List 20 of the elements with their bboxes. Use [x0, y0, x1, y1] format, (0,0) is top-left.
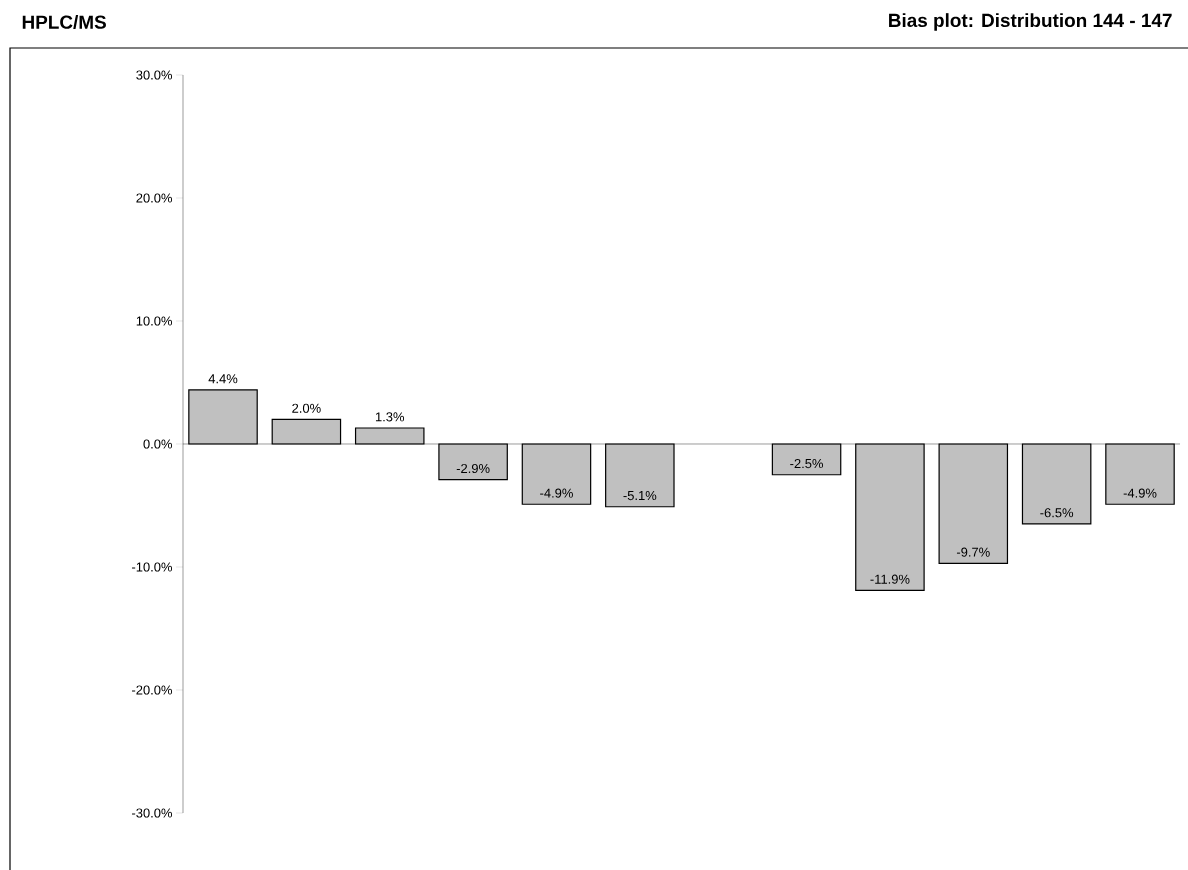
data-label: -4.9%: [1123, 488, 1157, 498]
data-label: -4.9%: [540, 488, 573, 498]
data-label: -2.9%: [456, 463, 490, 474]
y-tick-label: -10.0%: [132, 562, 173, 572]
y-tick-label: 0.0%: [143, 439, 173, 449]
y-tick-label: 20.0%: [136, 193, 173, 203]
chart-subtitle: Bias plot: Distribution 144 - 147: [889, 13, 1172, 31]
y-tick-label: 30.0%: [136, 70, 173, 80]
data-label: 2.0%: [292, 403, 321, 413]
y-tick-label: -30.0%: [132, 808, 173, 818]
data-label: 1.3%: [375, 412, 405, 422]
y-tick-label: 10.0%: [136, 316, 173, 326]
chart-title: HPLC/MS: [22, 14, 106, 30]
data-label: 4.4%: [208, 374, 238, 384]
data-label: -6.5%: [1040, 508, 1074, 518]
data-label: -11.9%: [870, 574, 910, 584]
y-tick-label: -20.0%: [132, 685, 173, 695]
data-label: -2.5%: [790, 458, 824, 469]
data-label: -5.1%: [623, 491, 657, 501]
data-label: -9.7%: [956, 547, 990, 557]
